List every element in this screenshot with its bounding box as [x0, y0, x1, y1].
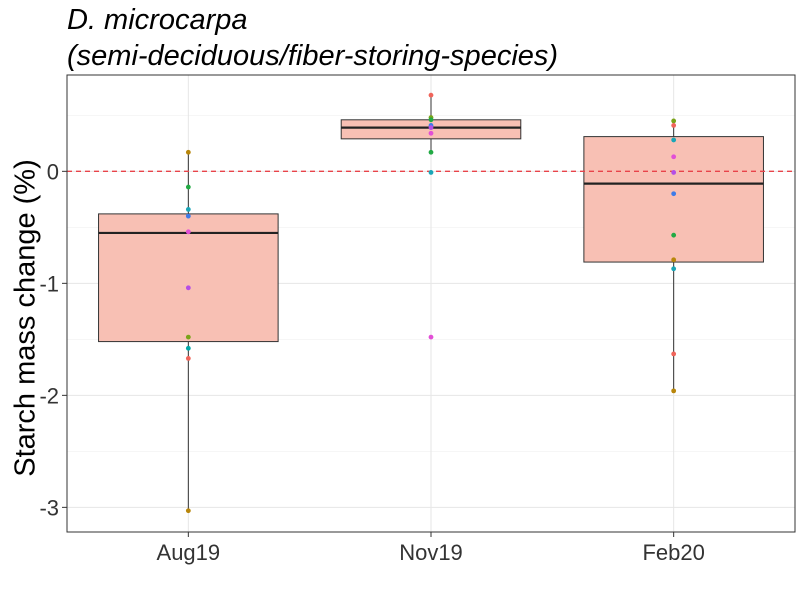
data-point — [185, 355, 191, 361]
box-iqr — [98, 213, 279, 343]
data-point — [671, 123, 677, 128]
x-tick-label: Feb20 — [642, 540, 704, 565]
y-tick-label: -3 — [39, 495, 59, 520]
data-point — [185, 345, 191, 351]
data-point — [185, 285, 191, 291]
data-point — [185, 207, 191, 212]
data-point — [428, 130, 434, 136]
x-tick-label: Aug19 — [157, 540, 221, 565]
chart-title-line-2: (semi-deciduous/fiber-storing-species) — [67, 40, 559, 72]
data-point — [185, 213, 191, 219]
data-point — [428, 149, 434, 155]
y-tick-label: -1 — [39, 271, 59, 296]
data-point — [428, 170, 434, 175]
data-point — [185, 184, 191, 190]
data-point — [671, 154, 677, 160]
data-point — [671, 137, 677, 143]
y-tick-label: -2 — [39, 383, 59, 408]
chart-title-line-1: D. microcarpa — [67, 4, 248, 36]
data-point — [428, 125, 434, 131]
data-point — [671, 388, 677, 394]
x-tick-label: Nov19 — [399, 540, 463, 565]
data-point — [185, 334, 191, 340]
data-point — [428, 334, 434, 340]
data-point — [671, 170, 677, 175]
data-point — [671, 266, 677, 272]
data-point — [671, 118, 677, 124]
data-point — [185, 508, 191, 514]
y-tick-label: 0 — [47, 159, 59, 184]
data-point — [671, 257, 677, 263]
data-point — [428, 117, 434, 123]
data-point — [671, 232, 677, 238]
data-point — [428, 92, 434, 98]
data-point — [185, 149, 191, 155]
data-point — [671, 351, 677, 357]
data-point — [185, 229, 191, 235]
data-point — [671, 191, 677, 197]
